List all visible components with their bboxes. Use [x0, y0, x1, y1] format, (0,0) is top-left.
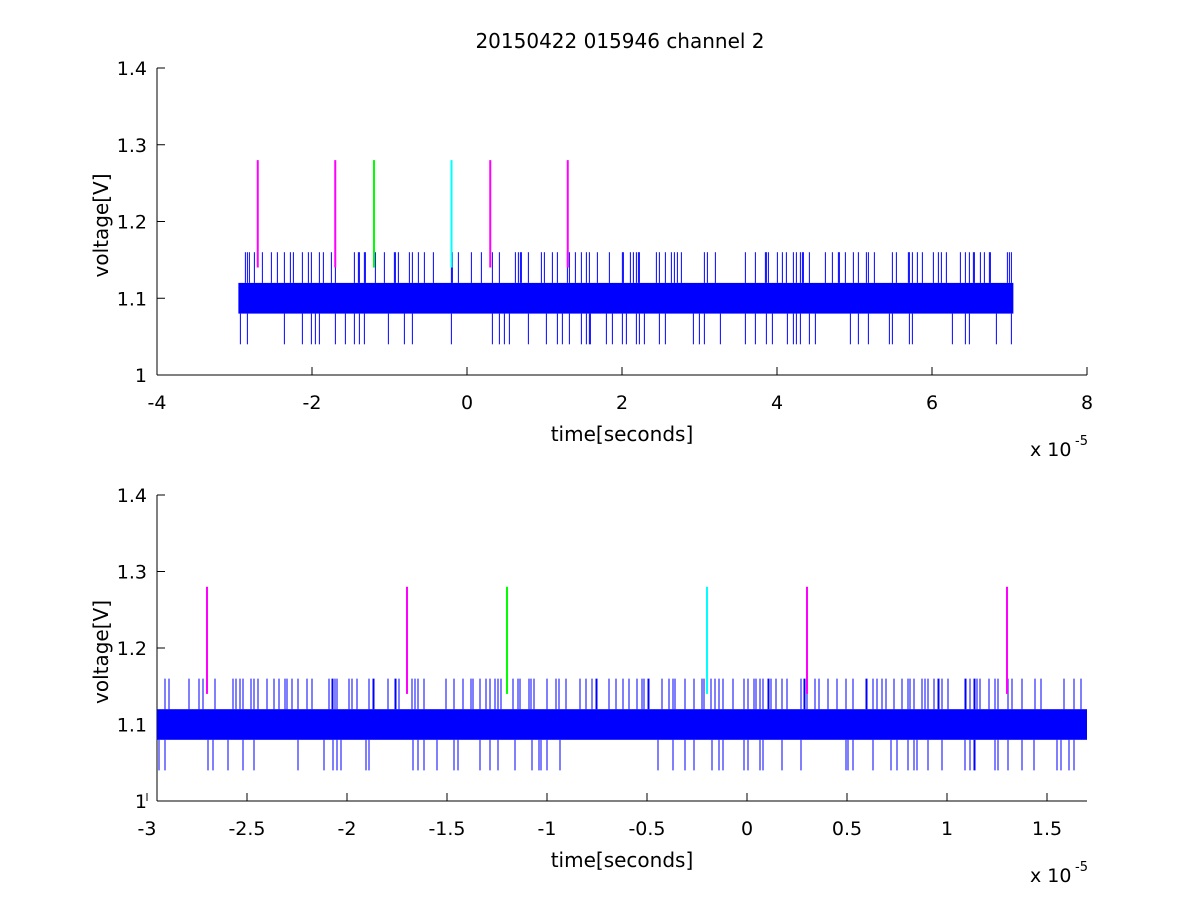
x-tick-label: 0.5 [832, 818, 862, 840]
x-tick-label: -0.5 [628, 818, 665, 840]
y-tick-label: 1.2 [117, 212, 147, 234]
y-tick-label: 1.3 [117, 562, 147, 584]
x-tick-label: 0 [461, 392, 473, 414]
x-tick-label: 0 [741, 818, 753, 840]
x-exponent-power: -5 [1075, 434, 1088, 449]
x-tick-label: 1 [941, 818, 953, 840]
x-exponent-label: x 10 [1030, 865, 1071, 887]
x-tick-label: 8 [1081, 392, 1093, 414]
x-tick-label: -2 [338, 818, 357, 840]
x-tick-label: 1.5 [1032, 818, 1062, 840]
x-axis-label: time[seconds] [551, 848, 694, 872]
x-tick-label: -3 [138, 818, 157, 840]
y-tick-label: 1 [135, 365, 147, 387]
y-tick-label: 1.1 [117, 288, 147, 310]
x-tick-label: 4 [771, 392, 783, 414]
figure-title: 20150422 015946 channel 2 [475, 29, 764, 53]
x-tick-label: 2 [616, 392, 628, 414]
x-tick-label: -2 [303, 392, 322, 414]
x-tick-label: -1.5 [428, 818, 465, 840]
signal-band [157, 709, 1087, 740]
y-axis-label: voltage[V] [89, 173, 113, 277]
y-tick-label: 1 [135, 791, 147, 813]
y-tick-label: 1.2 [117, 638, 147, 660]
y-tick-label: 1.1 [117, 715, 147, 737]
x-exponent-power: -5 [1075, 860, 1088, 875]
x-exponent-label: x 10 [1030, 439, 1071, 461]
y-tick-label: 1.4 [117, 58, 147, 80]
y-tick-label: 1.3 [117, 135, 147, 157]
x-axis-label: time[seconds] [551, 422, 694, 446]
y-tick-label: 1.4 [117, 485, 147, 507]
x-tick-label: -1 [538, 818, 557, 840]
signal-band [238, 282, 1014, 314]
top-plot: 1 1.1 1.2 1.3 1.4 -4 -2 0 2 4 6 8 time[seconds] volta… [89, 58, 1093, 461]
x-tick-label: 6 [926, 392, 938, 414]
y-axis-label: voltage[V] [89, 600, 113, 704]
bottom-plot: 1 1.1 1.2 1.3 1.4 -3 -2.5 -2 -1.5 -1 -0.5 0 0.5 1 1.5 t… [89, 485, 1088, 887]
x-tick-label: -2.5 [228, 818, 265, 840]
x-tick-label: -4 [148, 392, 167, 414]
